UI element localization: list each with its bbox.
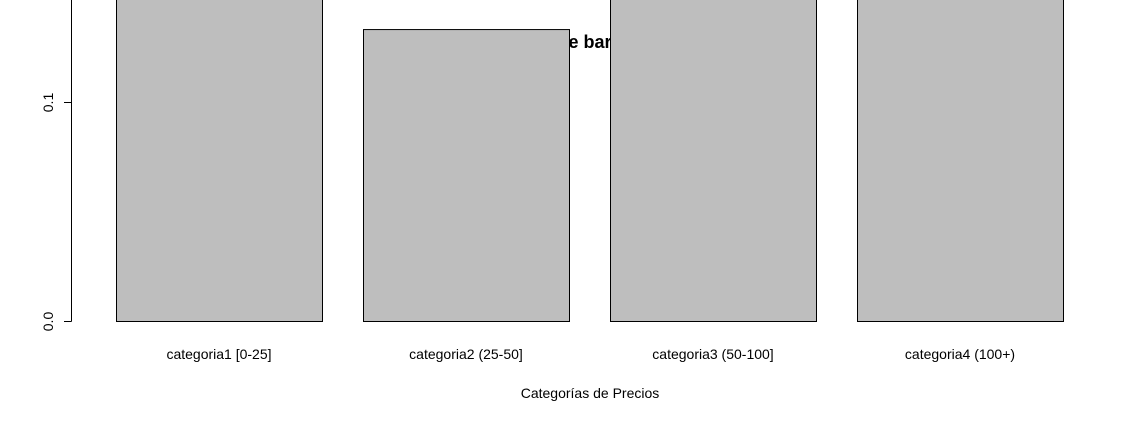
y-tick-label: 0.1 <box>40 93 56 113</box>
x-tick-label: categoria1 [0-25] <box>166 346 271 362</box>
x-tick-label: categoria2 (25-50] <box>409 346 523 362</box>
y-tick-label: 0.0 <box>40 312 56 332</box>
x-tick-label: categoria3 (50-100] <box>652 346 773 362</box>
y-axis: 0.00.10.20.30.4 <box>40 0 72 331</box>
bar-3 <box>610 0 817 322</box>
x-axis-label: Categorías de Precios <box>521 385 660 401</box>
bar-1 <box>116 0 323 322</box>
x-tick-labels: categoria1 [0-25] categoria2 (25-50] categ… <box>166 346 1015 362</box>
bar-2 <box>363 29 570 322</box>
bar-4 <box>857 0 1064 322</box>
x-tick-label: categoria4 (100+) <box>905 346 1015 362</box>
bars-group <box>116 0 1064 322</box>
